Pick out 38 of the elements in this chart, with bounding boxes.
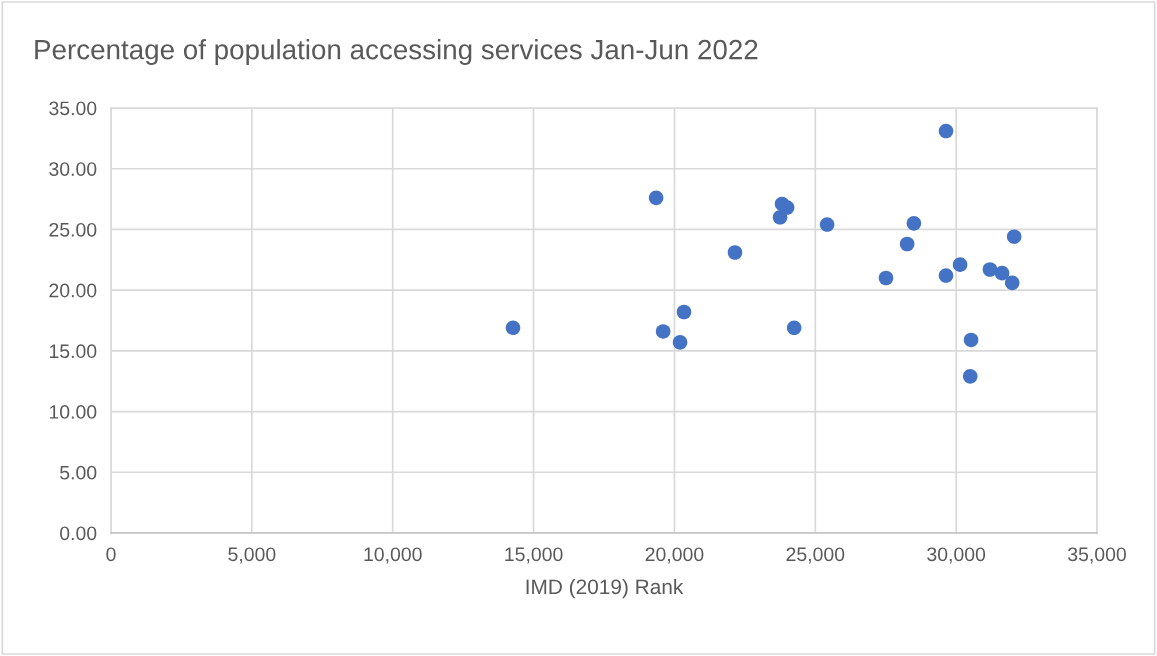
y-tick-label: 25.00 xyxy=(49,222,97,237)
point xyxy=(906,216,922,231)
point xyxy=(899,236,915,252)
point xyxy=(963,332,979,348)
point xyxy=(672,335,688,350)
y-tick-label: 20.00 xyxy=(49,283,97,298)
point xyxy=(994,265,1010,281)
x-tick-label: 0 xyxy=(106,547,116,562)
x-tick-label: 20,000 xyxy=(645,547,704,564)
point xyxy=(1004,275,1020,291)
x-axis-title: IMD (2019) Rank xyxy=(526,578,684,599)
x-tick-label: 10,000 xyxy=(364,547,422,564)
point xyxy=(1006,229,1022,245)
y-tick-label: 0.00 xyxy=(60,526,97,541)
point xyxy=(952,257,968,272)
point xyxy=(819,217,835,232)
y-tick-label: 10.00 xyxy=(49,405,97,419)
y-tick-label: 5.00 xyxy=(60,465,97,480)
x-tick-label: 35,000 xyxy=(1068,547,1126,564)
x-tick-label: 5,000 xyxy=(228,547,276,564)
point xyxy=(505,320,521,336)
point xyxy=(938,123,954,139)
point xyxy=(727,245,743,260)
x-tick-label: 30,000 xyxy=(927,547,986,564)
point xyxy=(938,268,954,283)
point xyxy=(982,262,998,277)
chart-title: Percentage of population accessing services Jan-Jun 2022 xyxy=(35,39,758,65)
point xyxy=(655,324,671,339)
y-tick-label: 35.00 xyxy=(49,101,97,116)
x-tick-label: 15,000 xyxy=(505,547,563,564)
y-tick-label: 15.00 xyxy=(49,344,97,359)
point xyxy=(962,369,978,384)
point xyxy=(878,270,894,286)
point xyxy=(786,320,802,336)
point xyxy=(676,304,692,320)
y-tick-label: 30.00 xyxy=(49,162,97,176)
x-tick-label: 25,000 xyxy=(786,547,845,564)
point xyxy=(648,190,664,206)
